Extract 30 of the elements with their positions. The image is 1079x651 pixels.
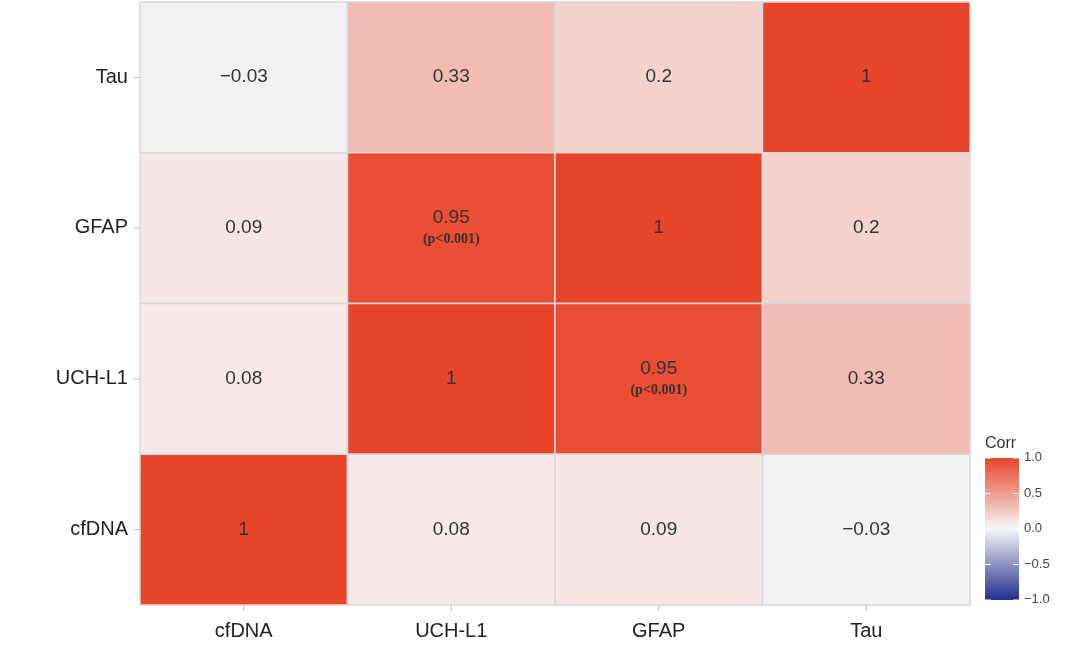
x-tick-label: Tau	[850, 619, 883, 641]
data-label: 1	[860, 65, 872, 87]
data-label: −0.03	[219, 65, 268, 87]
y-tick-label: cfDNA	[70, 516, 129, 539]
data-label: 1	[238, 517, 250, 539]
color-bar-label: 0.5	[1024, 484, 1043, 500]
data-label: 0.33	[847, 366, 885, 388]
data-label: 0.33	[432, 65, 470, 87]
x-tick-label: cfDNA	[214, 619, 274, 641]
y-tick-label: UCH-L1	[55, 366, 128, 389]
x-tick-label: UCH-L1	[415, 619, 488, 641]
data-label: 1	[445, 366, 457, 388]
data-label: 1	[653, 216, 665, 238]
data-label: 0.09	[640, 517, 678, 539]
data-label: 0.95 (p<0.001)	[422, 206, 480, 248]
data-label: −0.03	[842, 517, 891, 539]
color-bar-label: −0.5	[1024, 555, 1050, 571]
data-label: 0.2	[853, 216, 880, 238]
color-bar-label: −1.0	[1024, 591, 1050, 607]
color-bar-label: 0.0	[1024, 520, 1043, 536]
data-label: 0.95 (p<0.001)	[630, 356, 688, 399]
y-tick-label: GFAP	[74, 215, 128, 238]
data-label: 0.08	[225, 366, 263, 388]
x-tick-label: GFAP	[632, 619, 686, 641]
data-label: 0.09	[225, 216, 263, 238]
data-label: 0.2	[645, 65, 672, 87]
color-bar-label: 1.0	[1024, 449, 1043, 465]
y-tick-label: Tau	[95, 64, 128, 87]
color-bar-title: Corr	[985, 434, 1017, 451]
data-label: 0.08	[432, 517, 470, 539]
